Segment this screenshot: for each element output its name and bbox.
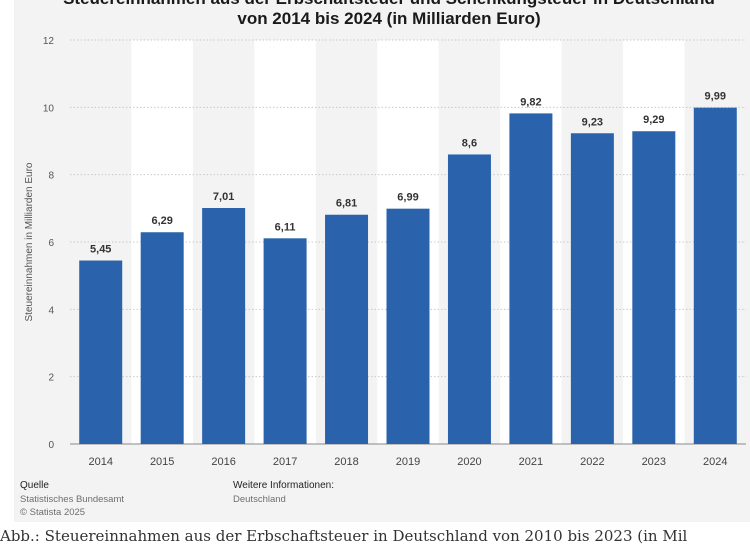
bar-value-label: 5,45 xyxy=(90,244,111,256)
bar-value-label: 9,82 xyxy=(520,96,541,108)
y-tick-label: 10 xyxy=(43,103,55,114)
bar xyxy=(202,207,246,444)
bar xyxy=(79,260,123,444)
x-tick-label: 2020 xyxy=(457,456,481,468)
bar xyxy=(325,214,369,444)
x-tick-label: 2024 xyxy=(703,456,727,468)
y-tick-label: 8 xyxy=(48,171,54,182)
x-tick-label: 2015 xyxy=(150,456,174,468)
caption-text: Steuereinnahmen aus der Erbschaftsteuer … xyxy=(44,527,688,545)
chart-title-line1: Steuereinnahmen aus der Erbschaftsteuer … xyxy=(14,0,750,9)
bar-value-label: 6,81 xyxy=(336,198,357,210)
chart-title-line2: von 2014 bis 2024 (in Milliarden Euro) xyxy=(237,9,541,28)
x-tick-label: 2022 xyxy=(580,456,604,468)
bar-value-label: 9,29 xyxy=(643,114,664,126)
bar-value-label: 7,01 xyxy=(213,191,234,203)
bar-value-label: 9,23 xyxy=(582,116,603,128)
y-tick-label: 4 xyxy=(48,305,54,316)
source-label: Quelle xyxy=(20,480,49,491)
bar-value-label: 8,6 xyxy=(462,137,477,149)
bar xyxy=(509,113,553,444)
x-tick-label: 2018 xyxy=(334,456,358,468)
bar-value-label: 6,99 xyxy=(397,192,418,204)
y-tick-label: 12 xyxy=(43,36,55,47)
info-label: Weitere Informationen: xyxy=(233,480,334,491)
x-tick-label: 2021 xyxy=(519,456,543,468)
bar xyxy=(570,133,614,445)
y-axis-label: Steuereinnahmen in Milliarden Euro xyxy=(24,162,35,321)
bar-chart: 0 2 4 6 8 10 12 Steuereinnahmen in Milliarden E… xyxy=(24,36,746,468)
bar xyxy=(693,107,737,445)
bar xyxy=(447,154,491,444)
bar-value-label: 6,29 xyxy=(151,215,172,227)
chart-footer: Quelle Statistisches Bundesamt © Statist… xyxy=(14,478,750,522)
source-link[interactable]: Statistisches Bundesamt xyxy=(20,494,125,505)
bar xyxy=(386,208,430,444)
x-tick-label: 2023 xyxy=(642,456,666,468)
bar xyxy=(140,232,184,444)
bar xyxy=(263,238,307,444)
copyright-text: © Statista 2025 xyxy=(20,507,86,518)
bar xyxy=(632,131,676,444)
y-tick-label: 2 xyxy=(48,373,54,384)
chart-card: 0 2 4 6 8 10 12 Steuereinnahmen in Milliarden E… xyxy=(14,0,750,522)
x-tick-label: 2019 xyxy=(396,456,420,468)
figure-caption: Abb.: Steuereinnahmen aus der Erbschafts… xyxy=(0,527,750,545)
x-tick-label: 2014 xyxy=(88,456,112,468)
bar-value-label: 9,99 xyxy=(705,91,726,103)
x-tick-label: 2016 xyxy=(211,456,235,468)
y-tick-label: 0 xyxy=(48,440,54,451)
x-tick-label: 2017 xyxy=(273,456,297,468)
caption-prefix: Abb.: xyxy=(0,527,40,545)
info-value: Deutschland xyxy=(233,494,286,505)
bar-value-label: 6,11 xyxy=(275,221,296,233)
y-tick-label: 6 xyxy=(48,238,54,249)
